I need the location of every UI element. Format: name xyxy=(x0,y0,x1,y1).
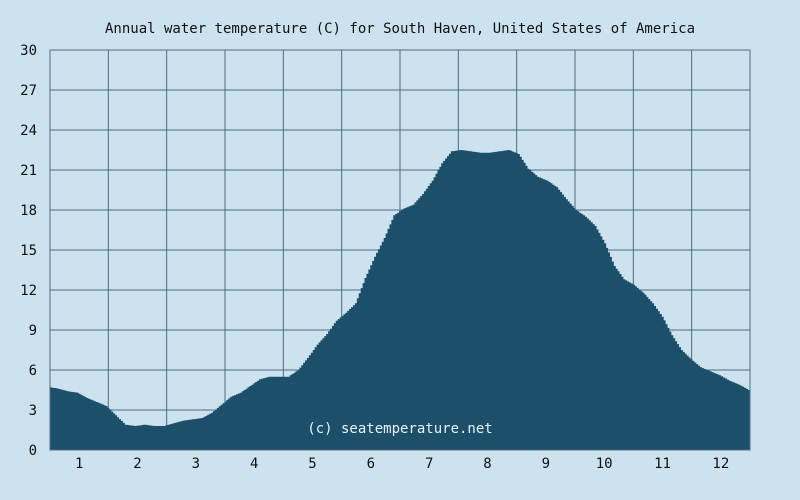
x-tick-label: 3 xyxy=(192,456,200,472)
x-tick-label: 2 xyxy=(133,456,141,472)
y-tick-label: 3 xyxy=(29,403,37,419)
x-tick-label: 10 xyxy=(596,456,613,472)
x-tick-label: 4 xyxy=(250,456,258,472)
chart-title: Annual water temperature (C) for South H… xyxy=(105,21,695,37)
temperature-area xyxy=(50,150,750,450)
y-tick-label: 27 xyxy=(20,83,37,99)
x-axis-tick-labels: 1 2 3 4 5 6 7 8 9 10 11 12 xyxy=(75,456,729,472)
x-tick-label: 6 xyxy=(367,456,375,472)
y-tick-label: 15 xyxy=(20,243,37,259)
x-tick-label: 8 xyxy=(483,456,491,472)
y-tick-label: 9 xyxy=(29,323,37,339)
x-tick-label: 5 xyxy=(308,456,316,472)
y-tick-label: 21 xyxy=(20,163,37,179)
plot-border xyxy=(49,49,751,451)
y-tick-label: 0 xyxy=(29,443,37,459)
x-tick-label: 11 xyxy=(654,456,671,472)
y-tick-label: 12 xyxy=(20,283,37,299)
y-tick-label: 18 xyxy=(20,203,37,219)
x-tick-label: 12 xyxy=(712,456,729,472)
x-tick-label: 9 xyxy=(542,456,550,472)
x-tick-label: 7 xyxy=(425,456,433,472)
y-tick-label: 30 xyxy=(20,43,37,59)
x-tick-label: 1 xyxy=(75,456,83,472)
y-tick-label: 24 xyxy=(20,123,37,139)
y-axis-tick-labels: 0 3 6 9 12 15 18 21 24 27 30 xyxy=(20,43,37,459)
y-tick-label: 6 xyxy=(29,363,37,379)
watermark: (c) seatemperature.net xyxy=(307,421,492,437)
